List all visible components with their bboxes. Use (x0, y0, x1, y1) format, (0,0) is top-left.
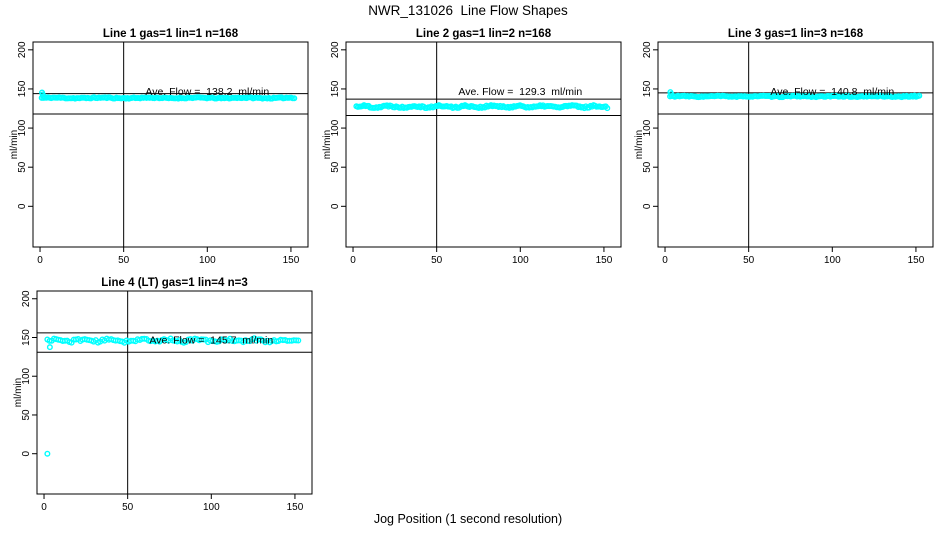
y-tick-label: 50 (17, 161, 28, 173)
y-tick-label: 100 (330, 119, 341, 136)
data-point (293, 337, 300, 344)
x-tick-label: 100 (512, 255, 529, 266)
data-point (46, 337, 53, 344)
panel-title: Line 1 gas=1 lin=1 n=168 (103, 28, 239, 40)
y-tick-label: 200 (330, 41, 341, 58)
panel-title: Line 2 gas=1 lin=2 n=168 (416, 28, 552, 40)
y-tick-label: 100 (21, 367, 32, 384)
x-tick-label: 0 (662, 255, 668, 266)
x-tick-label: 50 (118, 255, 130, 266)
x-tick-label: 50 (743, 255, 755, 266)
x-tick-label: 150 (283, 255, 300, 266)
data-point (604, 105, 611, 112)
y-tick-label: 200 (642, 41, 653, 58)
y-axis-label: ml/min (322, 130, 333, 159)
plot-box (345, 41, 622, 248)
x-tick-label: 50 (122, 502, 134, 513)
x-tick-label: 0 (350, 255, 356, 266)
plot-box (32, 41, 309, 248)
y-tick-label: 50 (21, 409, 32, 421)
data-point (295, 337, 302, 344)
figure-title: NWR_131026 Line Flow Shapes (368, 3, 568, 18)
x-tick-label: 100 (824, 255, 841, 266)
y-tick-label: 200 (21, 290, 32, 307)
x-axis-label: Jog Position (1 second resolution) (373, 512, 563, 526)
x-tick-label: 0 (41, 502, 47, 513)
data-point (916, 92, 923, 99)
y-axis-label: ml/min (13, 378, 24, 407)
data-point-outlier (668, 91, 675, 98)
plot-box (657, 41, 934, 248)
y-tick-label: 0 (21, 450, 32, 456)
y-tick-label: 150 (17, 80, 28, 97)
y-tick-label: 0 (17, 203, 28, 209)
y-tick-label: 100 (642, 119, 653, 136)
ave-flow-annotation: Ave. Flow = 138.2 ml/min (145, 86, 269, 98)
y-tick-label: 150 (21, 329, 32, 346)
x-tick-label: 0 (37, 255, 43, 266)
y-axis-label: ml/min (9, 130, 20, 159)
x-tick-label: 150 (287, 502, 304, 513)
data-point-outlier (46, 344, 53, 351)
y-tick-label: 50 (642, 161, 653, 173)
y-tick-label: 100 (17, 119, 28, 136)
y-tick-label: 0 (330, 203, 341, 209)
x-tick-label: 100 (203, 502, 220, 513)
panel-title: Line 4 (LT) gas=1 lin=4 n=3 (101, 277, 247, 289)
data-point-outlier (44, 450, 51, 457)
y-tick-label: 200 (17, 41, 28, 58)
ave-flow-annotation: Ave. Flow = 140.8 ml/min (770, 86, 894, 98)
data-point-outlier (40, 93, 47, 100)
panel-title: Line 3 gas=1 lin=3 n=168 (728, 28, 864, 40)
x-tick-label: 150 (596, 255, 613, 266)
x-tick-label: 50 (431, 255, 443, 266)
plot-box (36, 290, 313, 495)
y-tick-label: 150 (330, 80, 341, 97)
y-tick-label: 0 (642, 203, 653, 209)
x-tick-label: 100 (199, 255, 216, 266)
y-tick-label: 50 (330, 161, 341, 173)
y-tick-label: 150 (642, 80, 653, 97)
data-point (200, 336, 207, 343)
data-point (291, 95, 298, 102)
ave-flow-annotation: Ave. Flow = 145.7 ml/min (149, 335, 273, 347)
ave-flow-annotation: Ave. Flow = 129.3 ml/min (458, 86, 582, 98)
x-tick-label: 150 (908, 255, 925, 266)
y-axis-label: ml/min (634, 130, 645, 159)
